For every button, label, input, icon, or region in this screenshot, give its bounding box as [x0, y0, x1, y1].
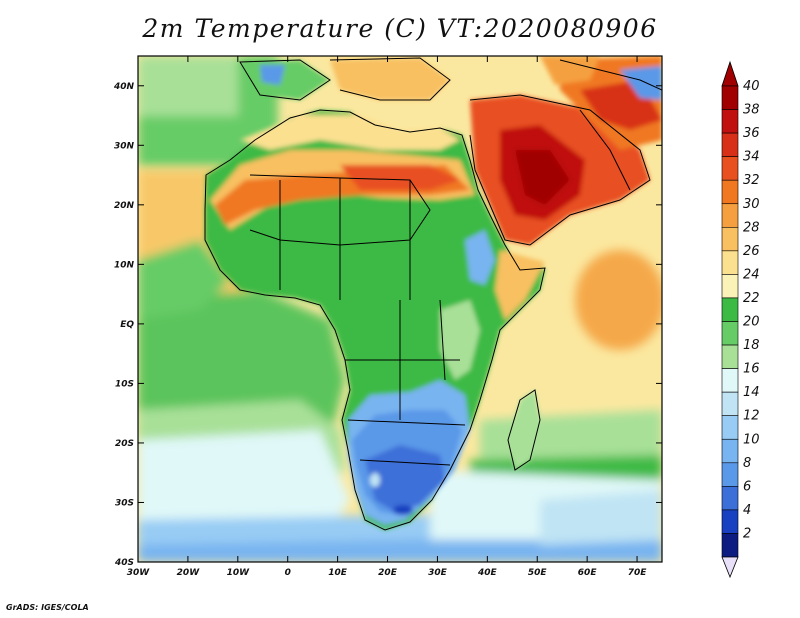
- colorbar-label: 26: [743, 244, 760, 259]
- colorbar-label: 18: [743, 338, 760, 353]
- colorbar-swatch: [721, 509, 739, 534]
- lon-tick-label: 20W: [177, 568, 201, 578]
- colorbar-swatch: [721, 533, 739, 558]
- colorbar-swatch: [721, 274, 739, 299]
- colorbar-swatch: [721, 391, 739, 416]
- lon-tick-label: 30W: [127, 568, 151, 578]
- colorbar-swatch: [721, 132, 739, 157]
- credit-label: GrADS: IGES/COLA: [6, 603, 89, 612]
- lat-tick-label: 10S: [115, 379, 134, 389]
- colorbar-swatch: [721, 109, 739, 134]
- colorbar-label: 10: [743, 432, 760, 447]
- colorbar-swatch: [721, 203, 739, 228]
- colorbar: 40 38 36 34 32 30 28 26 24 22 20 18 16 14 12 10 8 6 4 2: [721, 60, 760, 579]
- lat-tick-label: 20N: [114, 201, 135, 211]
- lon-tick-label: 70E: [628, 568, 648, 578]
- colorbar-label: 40: [743, 79, 760, 94]
- colorbar-swatch: [721, 227, 739, 252]
- colorbar-label: 14: [743, 385, 760, 400]
- colorbar-swatch: [721, 250, 739, 275]
- lon-tick-label: 10E: [328, 568, 348, 578]
- colorbar-swatch: [721, 438, 739, 464]
- colorbar-swatch: [721, 486, 739, 511]
- colorbar-swatch: [721, 156, 739, 181]
- colorbar-label: 34: [743, 150, 760, 165]
- lon-tick-label: 10W: [227, 568, 251, 578]
- temperature-field: [138, 56, 662, 562]
- colorbar-label: 28: [743, 220, 760, 235]
- lat-tick-label: 30S: [115, 498, 134, 508]
- colorbar-swatch: [721, 85, 739, 110]
- colorbar-label: 38: [743, 103, 760, 118]
- colorbar-label: 32: [743, 173, 760, 188]
- longitude-axis: 30W 20W 10W 0 10E 20E 30E 40E 50E 60E 70E: [127, 56, 647, 578]
- country-borders: [204, 57, 662, 531]
- colorbar-swatch: [721, 415, 739, 440]
- lon-tick-label: 20E: [378, 568, 398, 578]
- colorbar-label: 4: [743, 503, 751, 518]
- colorbar-swatch: [721, 297, 739, 322]
- colorbar-swatch: [721, 462, 739, 487]
- lat-tick-label: 20S: [115, 439, 134, 449]
- colorbar-swatch: [721, 368, 739, 393]
- colorbar-label: 20: [743, 315, 760, 330]
- colorbar-label: 12: [743, 409, 760, 424]
- lat-tick-label: 10N: [114, 260, 135, 270]
- colorbar-label: 2: [743, 526, 751, 541]
- colorbar-label: 16: [743, 362, 760, 377]
- colorbar-label: 22: [743, 291, 760, 306]
- chart-title: 2m Temperature (C) VT:2020080906: [142, 14, 658, 43]
- colorbar-swatch: [721, 344, 739, 369]
- colorbar-top-arrow: [721, 60, 739, 87]
- colorbar-bottom-arrow: [721, 556, 739, 579]
- colorbar-swatch: [721, 179, 739, 205]
- lon-tick-label: 60E: [578, 568, 598, 578]
- lon-tick-label: 30E: [428, 568, 448, 578]
- lat-tick-label: 40S: [114, 558, 134, 568]
- colorbar-label: 8: [743, 456, 751, 471]
- latitude-axis: 40N 30N 20N 10N EQ 10S 20S 30S 40S: [113, 82, 662, 568]
- colorbar-label: 36: [743, 126, 760, 141]
- colorbar-label: 24: [743, 267, 760, 282]
- lon-tick-label: 40E: [477, 568, 498, 578]
- lat-tick-label: EQ: [120, 320, 134, 330]
- lat-tick-label: 30N: [114, 141, 135, 151]
- lat-tick-label: 40N: [113, 82, 135, 92]
- colorbar-label: 30: [743, 197, 760, 212]
- map-frame: [137, 55, 663, 563]
- lon-tick-label: 50E: [528, 568, 548, 578]
- colorbar-swatch: [721, 321, 739, 346]
- colorbar-label: 6: [743, 479, 751, 494]
- lon-tick-label: 0: [285, 568, 291, 578]
